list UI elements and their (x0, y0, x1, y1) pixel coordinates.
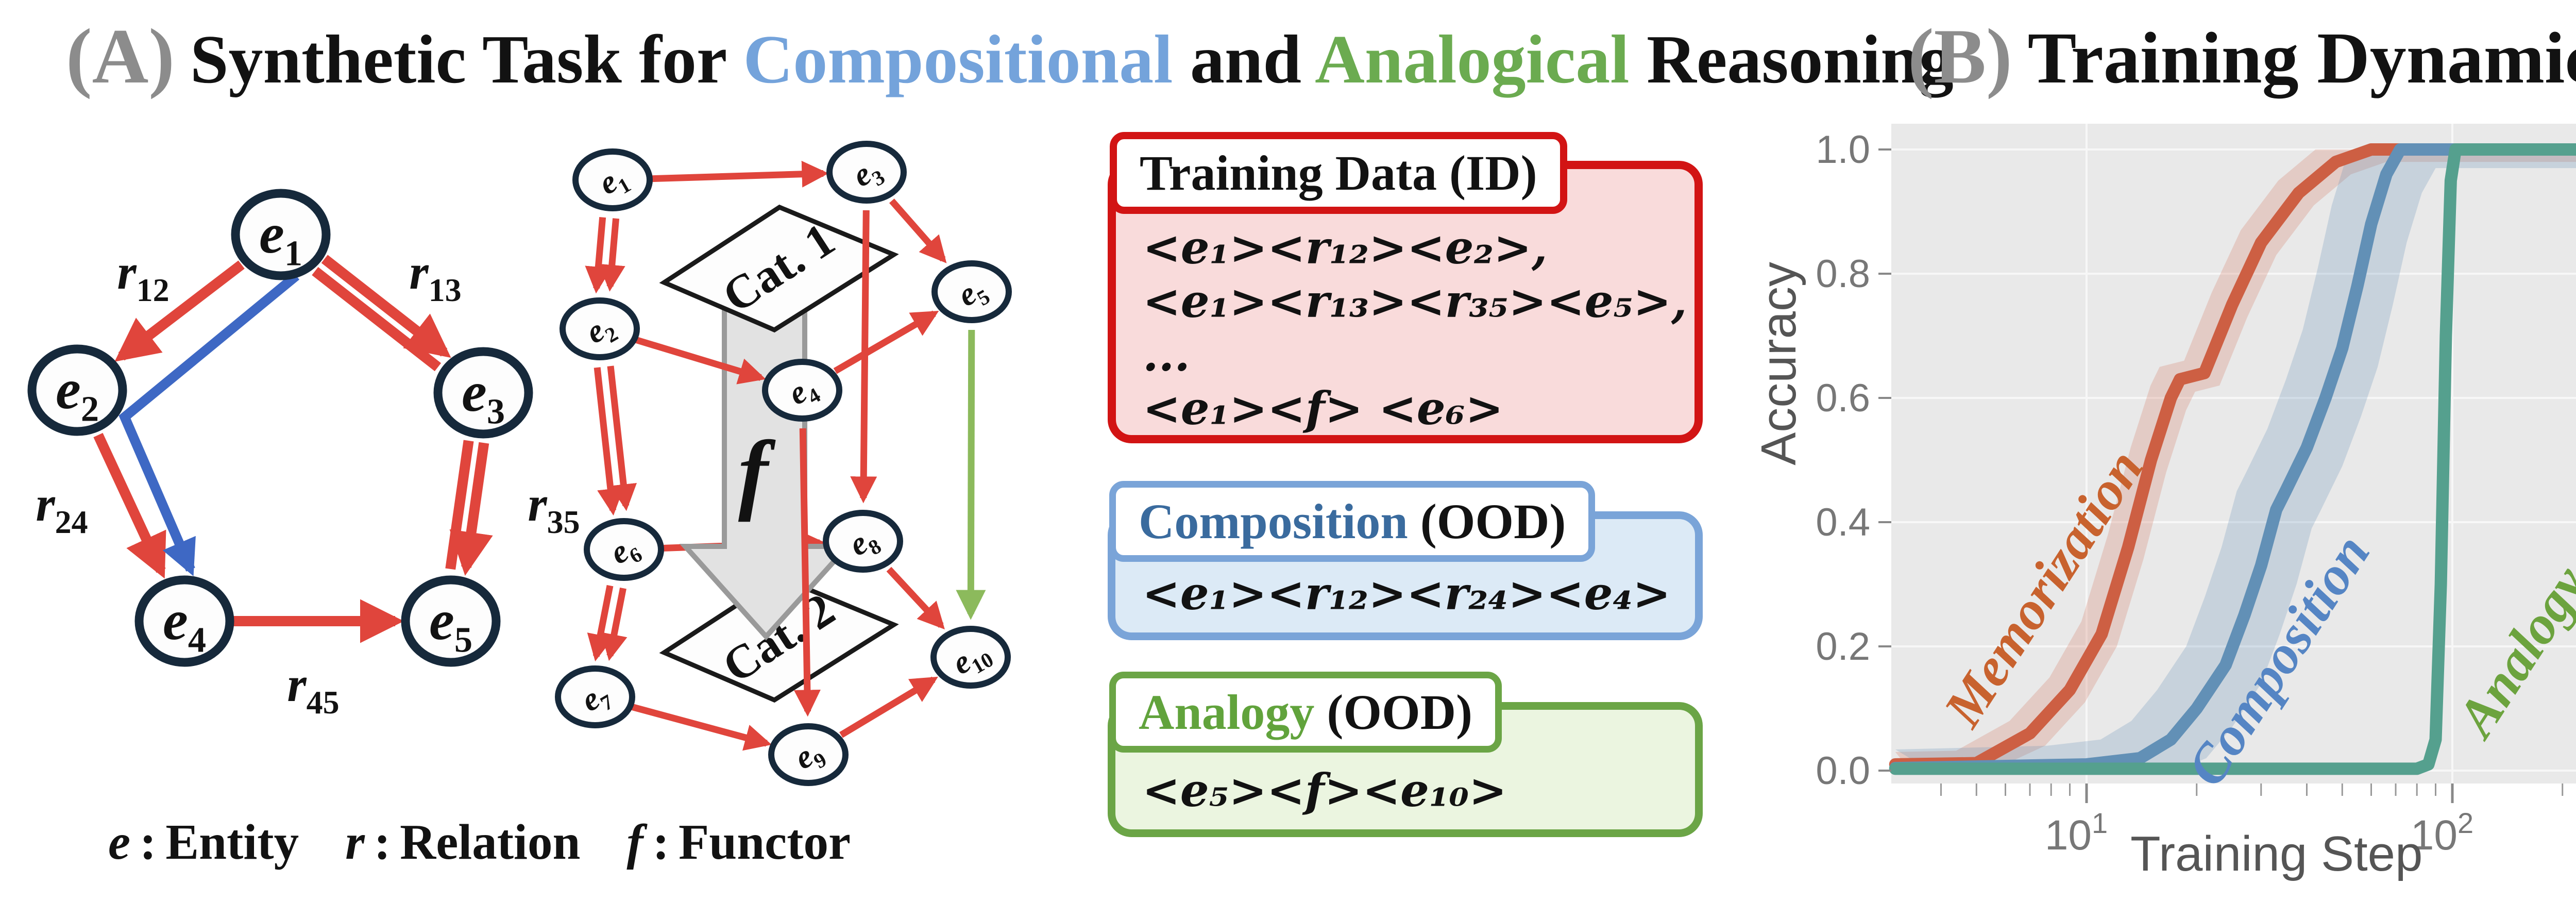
y-tick-label: 0.6 (1816, 376, 1870, 420)
panel-b-title: (B) Training Dynamics (1908, 11, 2576, 101)
training-step-axis-label: Training Step (2130, 826, 2423, 881)
panel-b-title-text: Training Dynamics (2027, 17, 2576, 98)
graph-node-label-e5: e5 (429, 589, 472, 660)
graph-node-e3 (433, 347, 533, 439)
graph-edge (850, 210, 877, 504)
graph-edge (587, 585, 614, 662)
graph-edge (886, 566, 945, 630)
legend-entity: e: Entity (108, 814, 299, 870)
sequence-line: <e₁><r₁₂><r₂₄><e₄> (1142, 566, 1671, 620)
graph-edge (321, 255, 451, 358)
analogy-box-title: Analogy (OOD) (1109, 672, 1502, 753)
sequence-line: <e₁><r₁₂><e₂>, (1143, 221, 1548, 274)
graph-edge (585, 217, 612, 294)
y-tick-label: 1.0 (1816, 128, 1870, 172)
panel-b-tag: (B) (1908, 13, 2012, 99)
accuracy-axis-label: Accuracy (1751, 262, 1806, 465)
training-dynamics-chart: Memorization Composition Analogy0.00.20.40… (1816, 124, 2576, 859)
analogy-lines: <e₅><f><e₁₀> (1142, 763, 1507, 817)
training-data-lines: <e₁><r₁₂><e₂>, <e₁><r₁₃><r₃₅><e₅>,... <e₁>… (1143, 221, 1687, 435)
panel-a-tag: (A) (66, 13, 175, 99)
graph-node-label-e4: e4 (163, 589, 206, 660)
graph-node-e10 (930, 626, 1011, 689)
graph-edge (312, 267, 442, 372)
graph-edge (449, 442, 493, 576)
graph-edge (650, 160, 829, 188)
graph-node-e3 (826, 141, 907, 204)
graph-node-e4 (134, 575, 234, 667)
x-tick-label: 102 (2411, 807, 2473, 859)
graph-node-e4 (762, 359, 842, 422)
composition-box: Composition (OOD) <e₁><r₁₂><r₂₄><e₄> (1108, 481, 1703, 640)
series-composition (1889, 143, 2576, 775)
legend-relation: r: Relation (345, 814, 581, 870)
graph-node-e7 (555, 665, 635, 728)
relation-label-r13: r13 (409, 244, 461, 308)
confidence-band (1895, 149, 2576, 771)
graph-edge (114, 260, 245, 362)
sequence-line: ... (1143, 328, 1190, 381)
sequence-line: <e₁><f> <e₆> (1143, 381, 1503, 435)
graph-edge (607, 365, 637, 511)
legend-functor: f: Functor (626, 814, 851, 870)
plot-background (1891, 124, 2576, 783)
entity-relation-functor-legend: e: Entity r: Relation f: Functor (108, 813, 851, 871)
graph-node-e2 (27, 344, 127, 436)
composition-lines: <e₁><r₁₂><r₂₄><e₄> (1142, 566, 1671, 620)
graph-edge (889, 198, 947, 263)
y-tick-label: 0.8 (1816, 252, 1870, 296)
graph-edge (93, 432, 166, 579)
graph-edge (635, 337, 766, 385)
graph-edge (594, 367, 624, 516)
graph-edge (956, 329, 986, 620)
relation-label-r45: r45 (287, 657, 339, 721)
composition-path-arrow (118, 272, 300, 576)
graph-node-e2 (560, 297, 640, 360)
graph-edge (445, 440, 474, 570)
relation-label-r24: r24 (36, 476, 88, 540)
graph-node-label-e3: e3 (462, 360, 505, 431)
graph-node-e5 (401, 575, 501, 667)
graph-node-e6 (584, 518, 664, 581)
x-tick-label: 101 (2045, 807, 2108, 859)
graph-node-label-e1: e1 (259, 202, 302, 273)
y-tick-label: 0.0 (1816, 749, 1870, 793)
series-analogy (1889, 143, 2576, 775)
graph-edge (793, 428, 821, 717)
graph-edge (839, 676, 938, 738)
series-memorization (1889, 143, 2576, 771)
graph-edge (833, 310, 939, 374)
panel-a-title-text: Synthetic Task for Compositional and Ana… (190, 21, 1954, 97)
composition-box-title: Composition (OOD) (1109, 481, 1596, 562)
cat1-plate (659, 204, 899, 333)
graph-edge (601, 587, 628, 661)
panel-a-title: (A) Synthetic Task for Compositional and … (66, 11, 1954, 101)
relation-label-r35: r35 (528, 476, 580, 540)
graph-node-e1 (572, 148, 653, 211)
graph-edge (631, 704, 772, 751)
analogy-box: Analogy (OOD) <e₅><f><e₁₀> (1108, 672, 1703, 837)
graph-node-e1 (231, 189, 331, 280)
training-data-box: Training Data (ID) <e₁><r₁₂><e₂>, <e₁><r₁… (1108, 132, 1703, 443)
sequence-line: <e₅><f><e₁₀> (1142, 763, 1507, 817)
graph-edge (598, 218, 625, 292)
graph-node-e5 (931, 260, 1012, 323)
relation-label-r12: r12 (117, 244, 169, 308)
graph-node-e8 (823, 510, 903, 573)
graph-node-e9 (768, 723, 849, 786)
training-data-box-title: Training Data (ID) (1110, 132, 1567, 214)
sequence-line: <e₁><r₁₃><r₃₅><e₅>, (1143, 274, 1687, 328)
y-tick-label: 0.4 (1816, 501, 1870, 544)
graph-node-label-e2: e2 (56, 358, 99, 429)
y-tick-label: 0.2 (1816, 625, 1870, 669)
